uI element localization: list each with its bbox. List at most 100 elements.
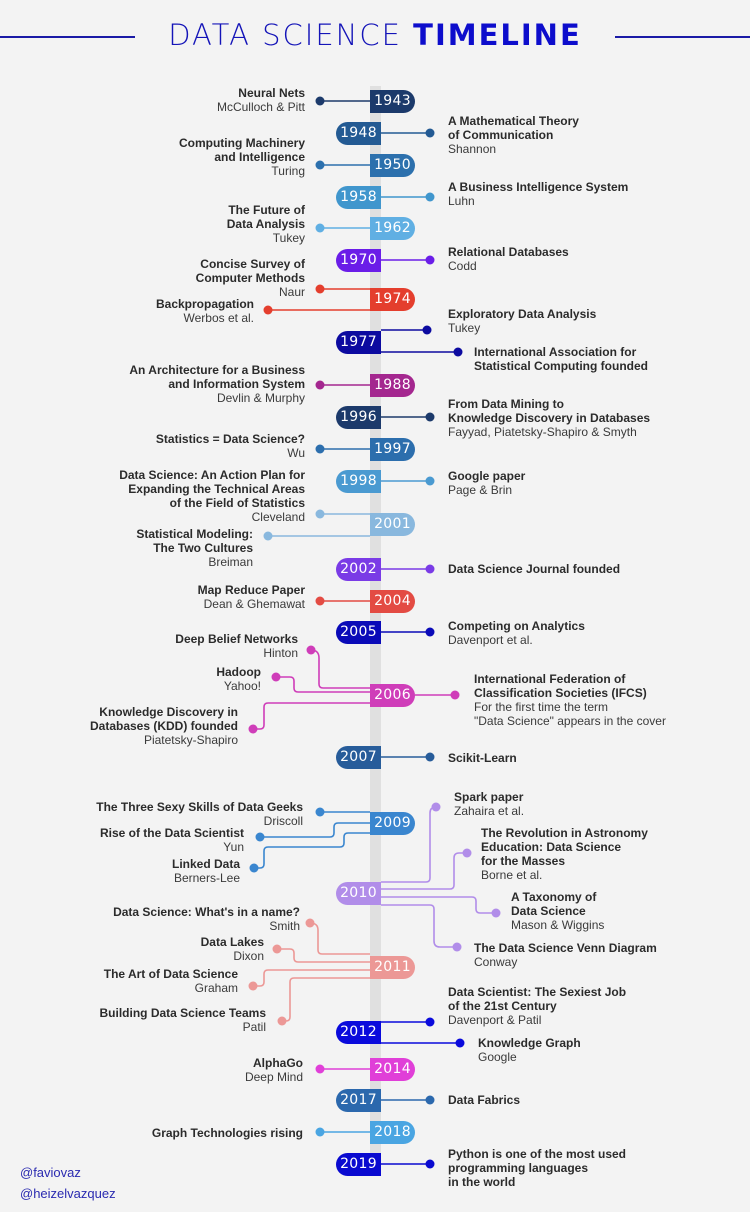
event-dot-icon: [263, 305, 273, 315]
event-title: Competing on Analytics: [448, 619, 585, 633]
event-title: The Art of Data Science: [103, 967, 238, 981]
event-title: Statistics = Data Science?: [155, 432, 305, 446]
event-title: Deep Belief Networks: [175, 632, 298, 646]
event-title: A Business Intelligence System: [448, 180, 629, 194]
connector-line: [276, 676, 370, 693]
title-light: DATA SCIENCE: [168, 18, 402, 52]
event-dot-icon: [305, 918, 315, 928]
event-author: Davenport et al.: [448, 633, 533, 647]
connector-line: [381, 852, 467, 890]
event-title: AlphaGo: [253, 1056, 303, 1070]
event-title: Python is one of the most used programmi…: [448, 1147, 627, 1189]
event-dot-icon: [491, 908, 501, 918]
timeline-event: Hadoop Yahoo!: [216, 665, 261, 693]
connector-line: [253, 702, 370, 730]
event-title: From Data Mining to Knowledge Discovery …: [448, 397, 651, 425]
event-author: Wu: [287, 446, 305, 460]
event-dot-icon: [425, 1095, 435, 1105]
connector-line: [381, 904, 457, 948]
event-author: Shannon: [448, 142, 497, 156]
timeline-event: A Mathematical Theory of Communication Sh…: [448, 114, 579, 156]
year-pill-2010: 2010: [336, 881, 381, 905]
event-title: Building Data Science Teams: [99, 1006, 267, 1020]
event-dot-icon: [425, 255, 435, 265]
timeline-event: Rise of the Data Scientist Yun: [100, 826, 244, 854]
event-dot-icon: [450, 690, 460, 700]
event-author: Codd: [448, 259, 477, 273]
header: DATA SCIENCE TIMELINE: [0, 14, 750, 58]
timeline-event: Google paper Page & Brin: [448, 469, 525, 497]
year-pill-1948: 1948: [336, 121, 381, 145]
event-title: Relational Databases: [448, 245, 569, 259]
connector-line: [254, 832, 370, 869]
event-title: International Federation of Classificati…: [474, 672, 647, 700]
event-author: Dean & Ghemawat: [203, 597, 305, 611]
event-author: Conway: [474, 955, 518, 969]
timeline-event: From Data Mining to Knowledge Discovery …: [448, 397, 650, 439]
timeline-event: The Data Science Venn Diagram Conway: [474, 941, 657, 969]
event-author: Fayyad, Piatetsky-Shapiro & Smyth: [448, 425, 637, 439]
year-pill-2019: 2019: [336, 1152, 381, 1176]
year-pill-1988: 1988: [370, 373, 415, 397]
timeline-event: Python is one of the most used programmi…: [448, 1147, 626, 1189]
year-pill-1977: 1977: [336, 330, 381, 354]
event-dot-icon: [425, 192, 435, 202]
year-pill-1974: 1974: [370, 287, 415, 311]
event-author: Zahaira et al.: [454, 804, 525, 818]
credit-handle: @faviovaz: [20, 1165, 81, 1180]
timeline-event: Data Fabrics: [448, 1093, 520, 1107]
timeline-event: AlphaGo Deep Mind: [245, 1056, 303, 1084]
event-title: Concise Survey of Computer Methods: [195, 257, 305, 285]
event-title: Data Fabrics: [448, 1093, 521, 1107]
year-pill-2004: 2004: [370, 589, 415, 613]
event-dot-icon: [263, 531, 273, 541]
timeline-event: International Association for Statistica…: [474, 345, 648, 373]
timeline-event: Data Science Journal founded: [448, 562, 620, 576]
credits: @faviovaz @heizelvazquez: [20, 1162, 116, 1204]
event-dot-icon: [315, 444, 325, 454]
year-pill-1950: 1950: [370, 153, 415, 177]
event-author: Smith: [269, 919, 300, 933]
event-dot-icon: [315, 96, 325, 106]
event-dot-icon: [315, 160, 325, 170]
event-dot-icon: [315, 509, 325, 519]
event-dot-icon: [425, 627, 435, 637]
event-dot-icon: [249, 863, 259, 873]
event-dot-icon: [425, 476, 435, 486]
year-pill-1997: 1997: [370, 437, 415, 461]
title-rule-right: [615, 36, 750, 38]
year-pill-1970: 1970: [336, 248, 381, 272]
event-dot-icon: [431, 802, 441, 812]
event-dot-icon: [462, 848, 472, 858]
event-title: The Revolution in Astronomy Education: D…: [481, 826, 648, 868]
year-pill-1958: 1958: [336, 185, 381, 209]
event-title: Data Science: An Action Plan for Expandi…: [119, 468, 305, 510]
year-pill-1998: 1998: [336, 469, 381, 493]
year-pill-1962: 1962: [370, 216, 415, 240]
event-author: Google: [478, 1050, 517, 1064]
event-dot-icon: [455, 1038, 465, 1048]
year-pill-1996: 1996: [336, 405, 381, 429]
event-author: Driscoll: [263, 814, 303, 828]
year-pill-2001: 2001: [370, 512, 415, 536]
timeline-event: The Three Sexy Skills of Data Geeks Drisc…: [96, 800, 303, 828]
event-dot-icon: [315, 380, 325, 390]
event-author: Deep Mind: [244, 1070, 303, 1084]
event-title: International Association for Statistica…: [474, 345, 648, 373]
event-dot-icon: [422, 325, 432, 335]
event-dot-icon: [315, 807, 325, 817]
event-title: Knowledge Discovery in Databases (KDD) f…: [89, 705, 238, 733]
event-title: The Data Science Venn Diagram: [474, 941, 657, 955]
event-dot-icon: [315, 284, 325, 294]
page-title: DATA SCIENCE TIMELINE: [0, 18, 750, 52]
event-title: Computing Machinery and Intelligence: [178, 136, 305, 164]
year-pill-2009: 2009: [370, 811, 415, 835]
connector-line: [310, 649, 370, 689]
timeline-event: Concise Survey of Computer Methods Naur: [196, 257, 305, 299]
event-title: Google paper: [448, 469, 526, 483]
event-title: Statistical Modeling: The Two Cultures: [136, 527, 253, 555]
year-pill-2017: 2017: [336, 1088, 381, 1112]
year-pill-2007: 2007: [336, 745, 381, 769]
event-author: Page & Brin: [448, 483, 513, 497]
event-author: Tukey: [448, 321, 481, 335]
